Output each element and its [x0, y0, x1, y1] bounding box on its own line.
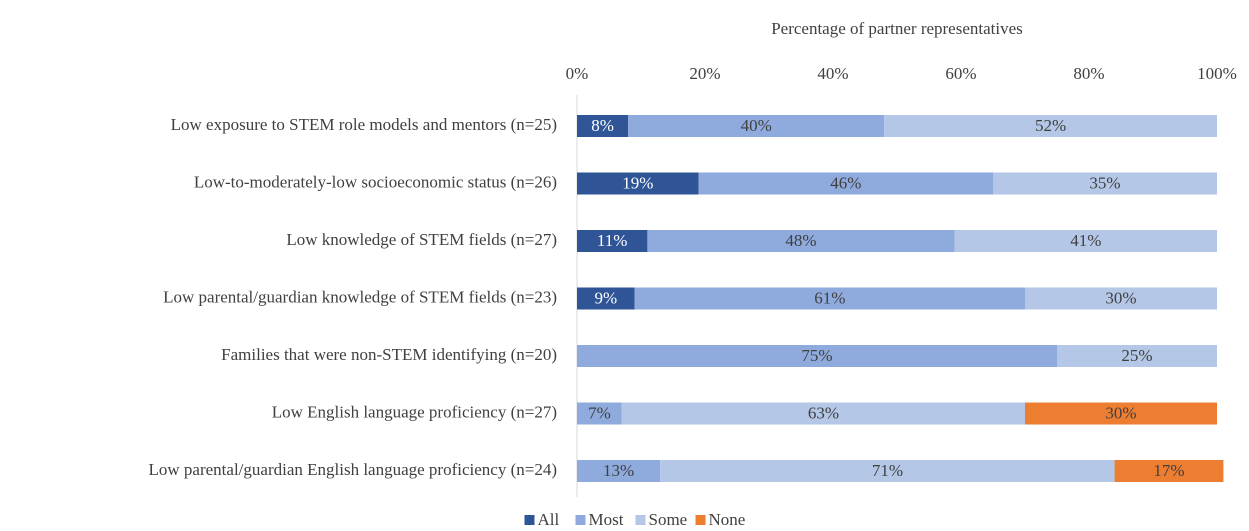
bar-segment: [577, 345, 1057, 367]
bar-segment: [698, 172, 993, 195]
x-tick-label: 60%: [945, 64, 976, 83]
y-tick-label: Low English language proficiency (n=27): [272, 402, 557, 421]
legend-label: Some: [649, 510, 688, 529]
bar-segment: [647, 230, 955, 252]
data-label: 75%: [801, 346, 832, 365]
data-label: 11%: [597, 231, 628, 250]
x-tick-label: 0%: [566, 64, 589, 83]
y-tick-label: Low-to-moderately-low socioeconomic stat…: [194, 172, 557, 191]
data-label: 48%: [785, 231, 816, 250]
data-label: 35%: [1089, 173, 1120, 192]
bar-segment: [577, 172, 699, 195]
data-label: 17%: [1153, 461, 1184, 480]
y-tick-label: Low knowledge of STEM fields (n=27): [286, 230, 557, 249]
legend-swatch: [635, 515, 646, 525]
legend-swatch: [695, 515, 706, 525]
data-label: 46%: [830, 173, 861, 192]
legend-swatch: [575, 515, 586, 525]
y-tick-label: Families that were non-STEM identifying …: [221, 345, 557, 364]
bar-segment: [660, 460, 1115, 482]
data-label: 41%: [1070, 231, 1101, 250]
bar-segment: [621, 402, 1025, 425]
x-axis-title: Percentage of partner representatives: [771, 19, 1023, 38]
bar-segment: [577, 115, 629, 137]
x-tick-label: 100%: [1197, 64, 1237, 83]
legend-swatch: [524, 515, 535, 525]
bar-segment: [1025, 287, 1217, 310]
data-label: 7%: [588, 403, 611, 422]
data-label: 71%: [872, 461, 903, 480]
bar-segment: [1025, 402, 1217, 425]
x-tick-label: 20%: [689, 64, 720, 83]
data-label: 61%: [814, 288, 845, 307]
bar-segment: [884, 115, 1217, 137]
bar-segment: [993, 172, 1217, 195]
data-label: 25%: [1121, 346, 1152, 365]
bar-segment: [954, 230, 1217, 252]
data-label: 40%: [741, 116, 772, 135]
data-label: 30%: [1105, 403, 1136, 422]
bar-segment: [577, 402, 622, 425]
legend-label: None: [709, 510, 746, 529]
bar-segment: [1057, 345, 1217, 367]
bar-segment: [634, 287, 1025, 310]
y-tick-label: Low parental/guardian knowledge of STEM …: [163, 287, 557, 306]
bar-segment: [577, 460, 661, 482]
bar-segment: [577, 230, 648, 252]
bar-segment: [628, 115, 885, 137]
x-tick-label: 40%: [817, 64, 848, 83]
data-label: 30%: [1105, 288, 1136, 307]
data-label: 8%: [591, 116, 614, 135]
data-label: 52%: [1035, 116, 1066, 135]
x-tick-label: 80%: [1073, 64, 1104, 83]
bar-segment: [1114, 460, 1224, 482]
data-label: 19%: [622, 173, 653, 192]
legend-label: Most: [589, 510, 624, 529]
data-label: 63%: [808, 403, 839, 422]
y-tick-label: Low parental/guardian English language p…: [149, 460, 557, 479]
legend-label: All: [538, 510, 560, 529]
y-tick-label: Low exposure to STEM role models and men…: [171, 115, 557, 134]
data-label: 9%: [594, 288, 617, 307]
bar-segment: [577, 287, 635, 310]
data-label: 13%: [603, 461, 634, 480]
